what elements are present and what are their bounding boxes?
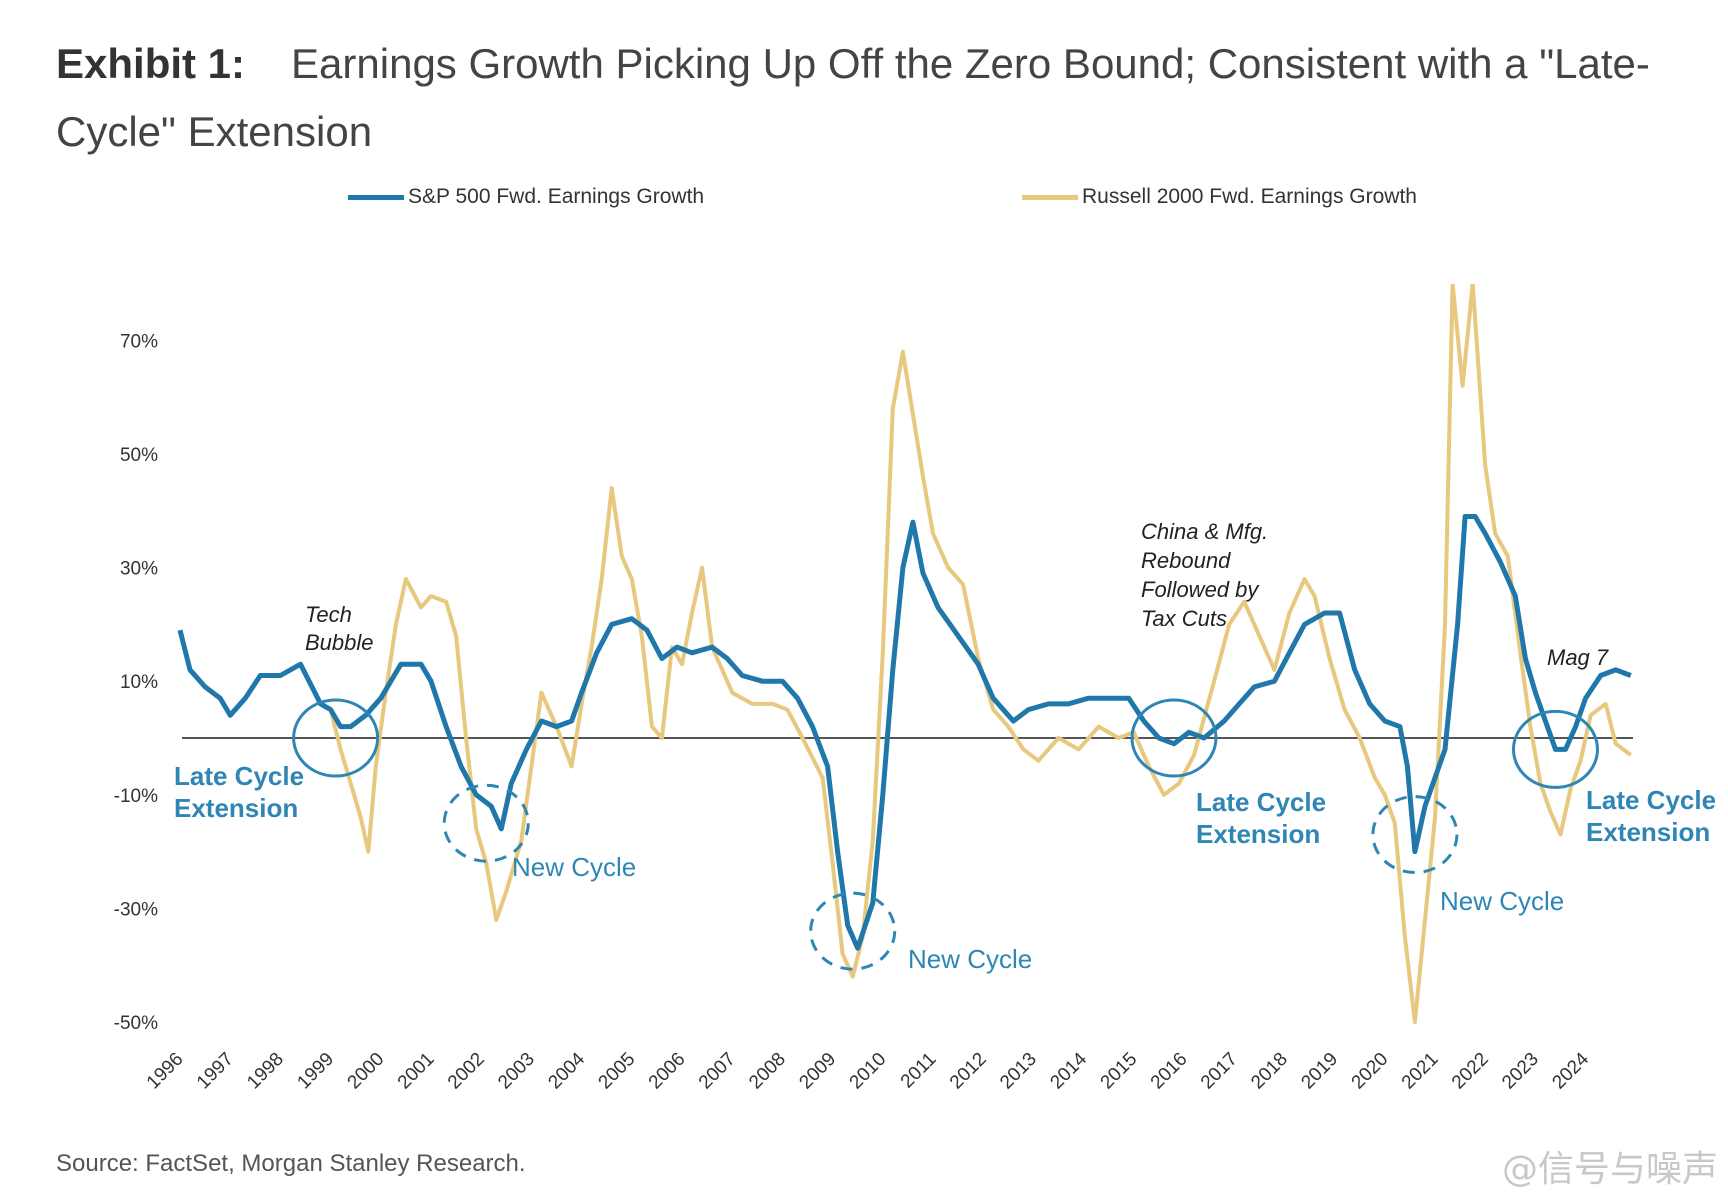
chart-annotation: Extension <box>1586 817 1710 847</box>
x-tick-label: 2009 <box>795 1049 840 1094</box>
x-tick-label: 2015 <box>1097 1049 1142 1094</box>
y-tick-label: 50% <box>120 445 158 466</box>
title-text-1: Earnings Growth Picking Up Off the Zero … <box>291 40 1650 87</box>
chart-annotation: Extension <box>1196 819 1320 849</box>
chart-annotation: New Cycle <box>512 852 636 882</box>
legend-swatch-russell <box>1022 194 1078 200</box>
legend-item-russell: Russell 2000 Fwd. Earnings Growth <box>1022 182 1417 212</box>
x-tick-label: 2019 <box>1297 1049 1342 1094</box>
y-tick-label: -30% <box>114 899 158 920</box>
x-tick-label: 1998 <box>243 1049 288 1094</box>
late-cycle-marker <box>292 698 380 778</box>
x-tick-label: 2011 <box>897 1049 941 1093</box>
title-line-1: Exhibit 1: Earnings Growth Picking Up Off… <box>56 30 1676 98</box>
late-cycle-marker <box>1130 698 1218 778</box>
y-tick-label: -50% <box>114 1013 158 1034</box>
y-tick-label: -10% <box>114 786 158 807</box>
chart-annotation: New Cycle <box>1440 886 1564 916</box>
x-tick-label: 2017 <box>1197 1049 1242 1094</box>
y-tick-label: 10% <box>120 672 158 693</box>
chart-annotation: Tech <box>305 602 352 627</box>
chart-annotation: Mag 7 <box>1547 645 1609 670</box>
legend-label-sp500: S&P 500 Fwd. Earnings Growth <box>408 185 705 208</box>
new-cycle-marker <box>1371 795 1459 875</box>
x-tick-label: 2014 <box>1046 1048 1091 1093</box>
legend-label-russell: Russell 2000 Fwd. Earnings Growth <box>1082 185 1417 208</box>
x-tick-label: 2016 <box>1147 1049 1192 1094</box>
x-tick-label: 2024 <box>1548 1048 1593 1093</box>
x-tick-label: 2012 <box>946 1049 991 1094</box>
x-tick-label: 2007 <box>695 1049 740 1094</box>
late-cycle-marker <box>1511 709 1599 789</box>
x-tick-label: 2001 <box>394 1049 439 1094</box>
legend-swatch-sp500 <box>348 194 404 200</box>
x-tick-label: 2006 <box>645 1049 690 1094</box>
x-tick-label: 2002 <box>444 1049 489 1094</box>
x-tick-label: 2018 <box>1247 1049 1292 1094</box>
x-tick-label: 1996 <box>143 1049 188 1094</box>
y-tick-label: 30% <box>120 559 158 580</box>
chart-annotation: Extension <box>174 793 298 823</box>
title-line-2: Cycle" Extension <box>56 108 373 155</box>
new-cycle-marker <box>442 783 530 863</box>
chart-annotation: Followed by <box>1141 577 1260 602</box>
chart-annotation: Late Cycle <box>174 761 304 791</box>
series-line-russell <box>328 284 1632 1024</box>
new-cycle-marker <box>809 891 897 971</box>
x-tick-label: 2010 <box>846 1049 891 1094</box>
x-tick-label: 2022 <box>1448 1049 1493 1094</box>
source-note: Source: FactSet, Morgan Stanley Research… <box>56 1150 526 1177</box>
chart-annotation: China & Mfg. <box>1141 519 1268 544</box>
x-tick-label: 2021 <box>1398 1049 1443 1094</box>
chart-annotation: New Cycle <box>908 944 1032 974</box>
legend-item-sp500: S&P 500 Fwd. Earnings Growth <box>348 182 704 212</box>
chart-annotation: Bubble <box>305 630 374 655</box>
x-tick-label: 2003 <box>494 1049 539 1094</box>
x-tick-label: 2005 <box>595 1049 640 1094</box>
x-tick-label: 1999 <box>293 1049 338 1094</box>
chart-annotation: Tax Cuts <box>1141 606 1227 631</box>
series-line-sp500 <box>177 514 1632 951</box>
chart-title: Exhibit 1: Earnings Growth Picking Up Off… <box>56 30 1676 166</box>
x-tick-label: 2008 <box>745 1049 790 1094</box>
chart-annotation: Late Cycle <box>1586 785 1716 815</box>
chart-annotation: Rebound <box>1141 548 1231 573</box>
exhibit-label: Exhibit 1: <box>56 40 246 87</box>
x-tick-label: 2020 <box>1348 1049 1393 1094</box>
y-tick-label: 70% <box>120 331 158 352</box>
x-tick-label: 2013 <box>996 1049 1041 1094</box>
x-tick-label: 1997 <box>193 1049 238 1094</box>
chart-annotation: Late Cycle <box>1196 787 1326 817</box>
watermark: @信号与噪声 <box>1501 1149 1718 1190</box>
x-tick-label: 2004 <box>544 1048 589 1093</box>
x-tick-label: 2023 <box>1498 1049 1543 1094</box>
x-tick-label: 2000 <box>344 1049 389 1094</box>
